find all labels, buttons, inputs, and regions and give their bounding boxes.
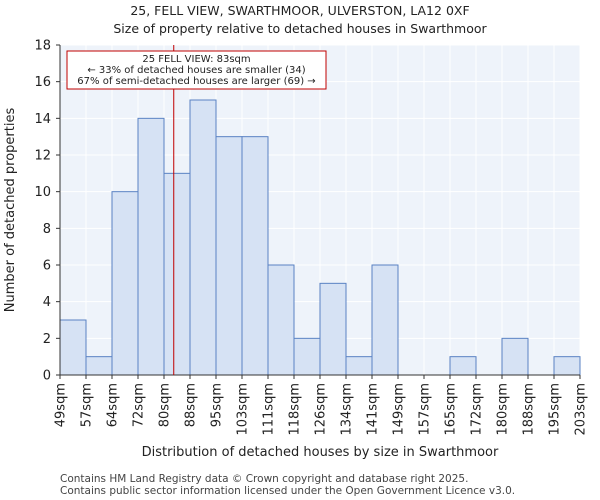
x-tick-label: 188sqm <box>522 383 537 436</box>
x-axis-label: Distribution of detached houses by size … <box>142 445 499 460</box>
x-tick-label: 195sqm <box>548 383 563 436</box>
x-tick-label: 80sqm <box>158 383 173 427</box>
bar-118sqm <box>293 337 321 376</box>
y-tick-label: 4 <box>43 295 51 310</box>
y-tick-label: 12 <box>34 149 51 164</box>
bar-80sqm <box>163 172 191 376</box>
y-tick-label: 16 <box>34 75 51 90</box>
bar-111sqm <box>267 264 295 376</box>
y-tick-label: 2 <box>43 332 51 347</box>
x-tick-label: 118sqm <box>288 383 303 436</box>
bar-64sqm <box>111 191 139 376</box>
y-tick-label: 18 <box>34 39 51 54</box>
bar-126sqm <box>319 282 347 376</box>
x-tick-label: 103sqm <box>236 383 251 436</box>
x-tick-label: 157sqm <box>418 383 433 436</box>
x-tick-label: 57sqm <box>80 383 95 427</box>
bar-57sqm <box>85 356 113 376</box>
x-tick-label: 49sqm <box>54 383 69 427</box>
x-tick-label: 141sqm <box>366 383 381 436</box>
y-tick-label: 6 <box>43 259 51 274</box>
x-tick-label: 64sqm <box>106 383 121 427</box>
x-tick-label: 95sqm <box>210 383 225 427</box>
x-tick-label: 88sqm <box>184 383 199 427</box>
footer-line-2: Contains public sector information licen… <box>60 485 516 497</box>
annotation-box <box>66 50 327 90</box>
y-tick-label: 14 <box>34 112 51 127</box>
bar-141sqm <box>371 264 399 376</box>
footer-line-1: Contains HM Land Registry data © Crown c… <box>60 473 469 485</box>
bar-180sqm <box>501 337 529 376</box>
x-tick-label: 203sqm <box>574 383 589 436</box>
bar-195sqm <box>553 356 581 376</box>
annotation-line-2: ← 33% of detached houses are smaller (34… <box>87 65 305 76</box>
bar-72sqm <box>137 117 165 376</box>
x-tick-label: 126sqm <box>314 383 329 436</box>
y-tick-label: 8 <box>43 222 51 237</box>
bar-88sqm <box>189 99 217 376</box>
x-tick-label: 165sqm <box>444 383 459 436</box>
y-tick-label: 10 <box>34 185 51 200</box>
chart-title: 25, FELL VIEW, SWARTHMOOR, ULVERSTON, LA… <box>130 3 470 18</box>
chart-subtitle: Size of property relative to detached ho… <box>113 21 487 36</box>
annotation-line-3: 67% of semi-detached houses are larger (… <box>77 76 315 87</box>
y-tick-label: 0 <box>43 369 51 384</box>
x-tick-label: 111sqm <box>262 383 277 436</box>
x-tick-label: 134sqm <box>340 383 355 436</box>
x-tick-label: 180sqm <box>496 383 511 436</box>
bar-49sqm <box>59 319 87 376</box>
bar-165sqm <box>449 356 477 376</box>
x-tick-label: 72sqm <box>132 383 147 427</box>
x-tick-label: 149sqm <box>392 383 407 436</box>
y-axis-label: Number of detached properties <box>3 108 18 313</box>
annotation-line-1: 25 FELL VIEW: 83sqm <box>142 54 250 65</box>
x-tick-label: 172sqm <box>470 383 485 436</box>
bar-95sqm <box>215 136 243 376</box>
bar-134sqm <box>345 356 373 376</box>
bar-103sqm <box>241 136 269 376</box>
